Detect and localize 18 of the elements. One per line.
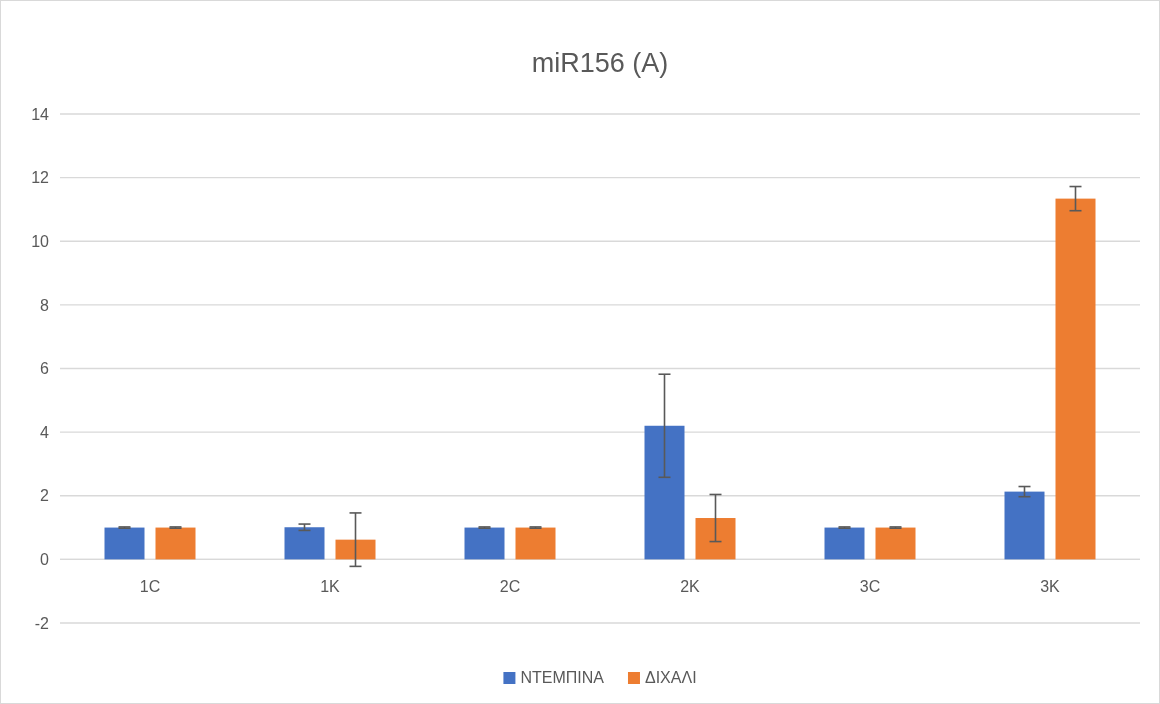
y-tick-label: 10 [31, 232, 50, 250]
x-tick-label: 1K [320, 578, 341, 596]
x-tick-label: 2C [499, 578, 521, 596]
x-tick-label: 3K [1040, 578, 1061, 596]
x-tick-label: 3C [859, 578, 881, 596]
x-tick-label: 2K [680, 578, 701, 596]
y-tick-label: 2 [40, 487, 50, 505]
y-tick-label: -2 [34, 614, 50, 632]
y-tick-label: 14 [31, 105, 50, 123]
y-tick-label: 0 [40, 550, 50, 568]
legend-label: ΝΤΕΜΠΙΝΑ [520, 669, 605, 686]
y-tick-label: 8 [40, 296, 50, 314]
legend-label: ΔΙΧΑΛΙ [644, 669, 697, 686]
chart-title: miR156 (A) [531, 48, 669, 78]
y-tick-label: 12 [31, 169, 50, 187]
x-tick-label: 1C [139, 578, 161, 596]
y-tick-label: 6 [40, 360, 50, 378]
y-tick-label: 4 [40, 423, 50, 441]
